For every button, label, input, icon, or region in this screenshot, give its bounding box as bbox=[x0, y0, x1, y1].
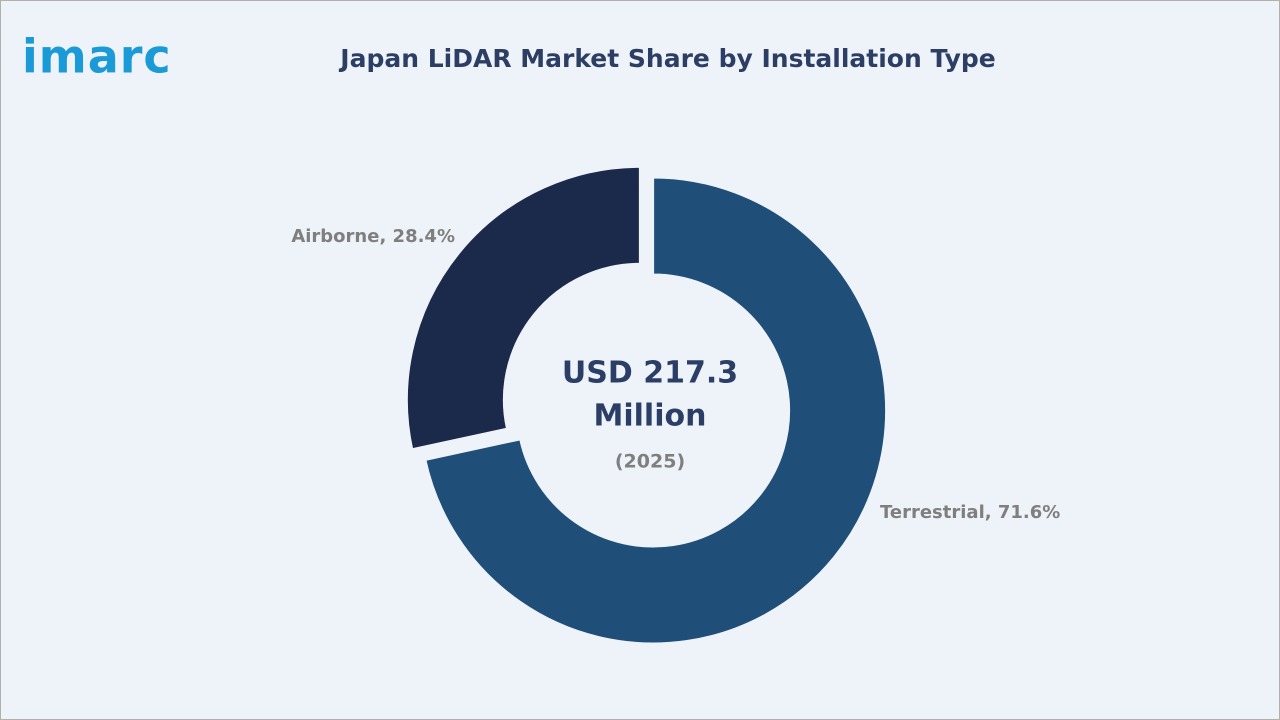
data-label: Terrestrial, 71.6% bbox=[880, 502, 1060, 523]
chart-title: Japan LiDAR Market Share by Installation… bbox=[338, 44, 995, 73]
center-unit: Million bbox=[594, 399, 707, 434]
data-label: Airborne, 28.4% bbox=[291, 226, 455, 247]
donut-slice bbox=[405, 165, 641, 451]
logo: imarc bbox=[22, 30, 172, 84]
center-year: (2025) bbox=[615, 451, 685, 473]
donut-slice bbox=[424, 176, 888, 645]
center-value: USD 217.3 bbox=[562, 356, 738, 391]
